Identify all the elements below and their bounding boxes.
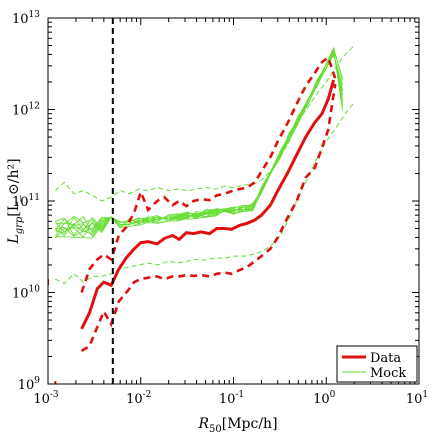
mock-realization-line <box>54 50 344 237</box>
y-axis-label: Lgrp[L_⊙/h²] <box>6 158 25 244</box>
legend: Data Mock <box>336 345 418 383</box>
y-tick-label: 1012 <box>12 102 40 119</box>
axis-ticks <box>47 17 420 385</box>
data-lower-bound <box>80 83 337 353</box>
x-tick-label: 101 <box>406 390 428 407</box>
y-tick-labels: 109 1010 1011 1012 1013 <box>12 10 40 393</box>
plot-area <box>48 45 355 384</box>
x-tick-label: 10-1 <box>219 390 244 407</box>
mock-realization-line <box>55 51 344 239</box>
mock-realization-line <box>55 47 344 237</box>
y-tick-label: 1013 <box>12 10 40 27</box>
legend-box <box>336 345 418 383</box>
x-tick-label: 10-3 <box>33 390 59 407</box>
data-median-line <box>80 79 336 330</box>
data-upper-bound <box>80 55 337 293</box>
legend-label-mock: Mock <box>370 366 406 381</box>
x-tick-label: 10-2 <box>126 390 151 407</box>
y-tick-label: 1011 <box>12 193 40 210</box>
y-tick-label: 109 <box>18 376 41 393</box>
x-tick-labels: 10-3 10-2 10-1 100 101 <box>33 390 428 407</box>
mock-upper-envelope <box>54 45 355 202</box>
y-tick-label: 1010 <box>12 285 40 302</box>
mock-realization-line <box>55 53 344 236</box>
x-axis-label: R50[Mpc/h] <box>197 416 277 435</box>
mock-realization-line <box>54 54 344 237</box>
x-tick-label: 100 <box>313 390 336 407</box>
legend-label-data: Data <box>370 351 401 366</box>
data-point <box>54 381 57 384</box>
mock-lower-envelope <box>55 101 355 285</box>
